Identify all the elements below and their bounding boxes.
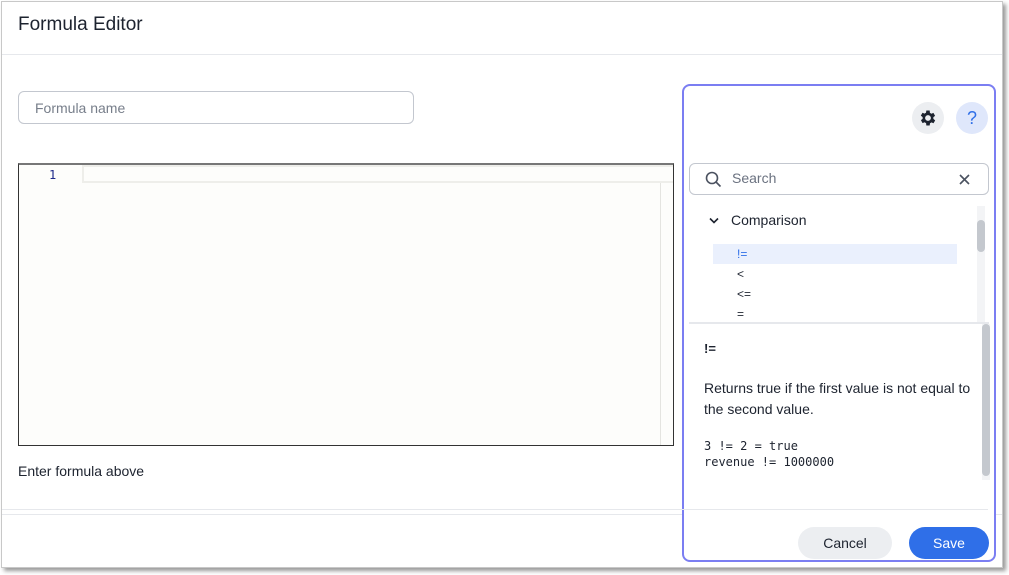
list-item[interactable]: <: [737, 267, 745, 281]
search-input[interactable]: [732, 170, 932, 186]
list-item[interactable]: !=: [713, 244, 957, 264]
search-box[interactable]: [689, 163, 989, 195]
category-comparison[interactable]: Comparison: [709, 212, 806, 228]
detail-scrollbar[interactable]: [982, 324, 990, 480]
editor-scrollbar[interactable]: [660, 183, 661, 445]
active-line: [82, 165, 673, 183]
search-icon: [705, 171, 722, 188]
formula-hint: Enter formula above: [18, 463, 145, 479]
formula-assist-panel: ? Comparison != < <= = != Returns true i…: [2, 84, 996, 562]
detail-examples: 3 != 2 = true revenue != 1000000: [704, 439, 835, 469]
save-button[interactable]: Save: [909, 527, 989, 559]
header-divider: [2, 54, 1002, 55]
help-button[interactable]: ?: [956, 102, 988, 134]
clear-search-icon[interactable]: [959, 174, 970, 185]
list-scrollbar[interactable]: [977, 206, 985, 322]
formula-code-editor[interactable]: 1: [18, 163, 674, 446]
gear-icon: [920, 110, 936, 126]
function-detail: != Returns true if the first value is no…: [704, 341, 974, 470]
detail-name: !=: [704, 341, 716, 356]
category-label: Comparison: [731, 212, 807, 228]
dialog-title: Formula Editor: [18, 14, 143, 35]
settings-button[interactable]: [912, 102, 944, 134]
panel-divider: [689, 322, 989, 324]
panel-footer-divider: [2, 509, 988, 510]
chevron-down-icon: [709, 217, 719, 224]
question-icon: ?: [966, 107, 977, 128]
function-list: Comparison != < <= =: [689, 206, 989, 322]
list-item[interactable]: <=: [737, 287, 752, 301]
detail-description: Returns true if the first value is not e…: [704, 380, 971, 417]
footer-divider: [2, 514, 1002, 515]
cancel-button[interactable]: Cancel: [798, 527, 892, 559]
line-number: 1: [49, 168, 57, 182]
formula-name-input[interactable]: [18, 91, 414, 124]
list-item[interactable]: =: [737, 307, 745, 321]
